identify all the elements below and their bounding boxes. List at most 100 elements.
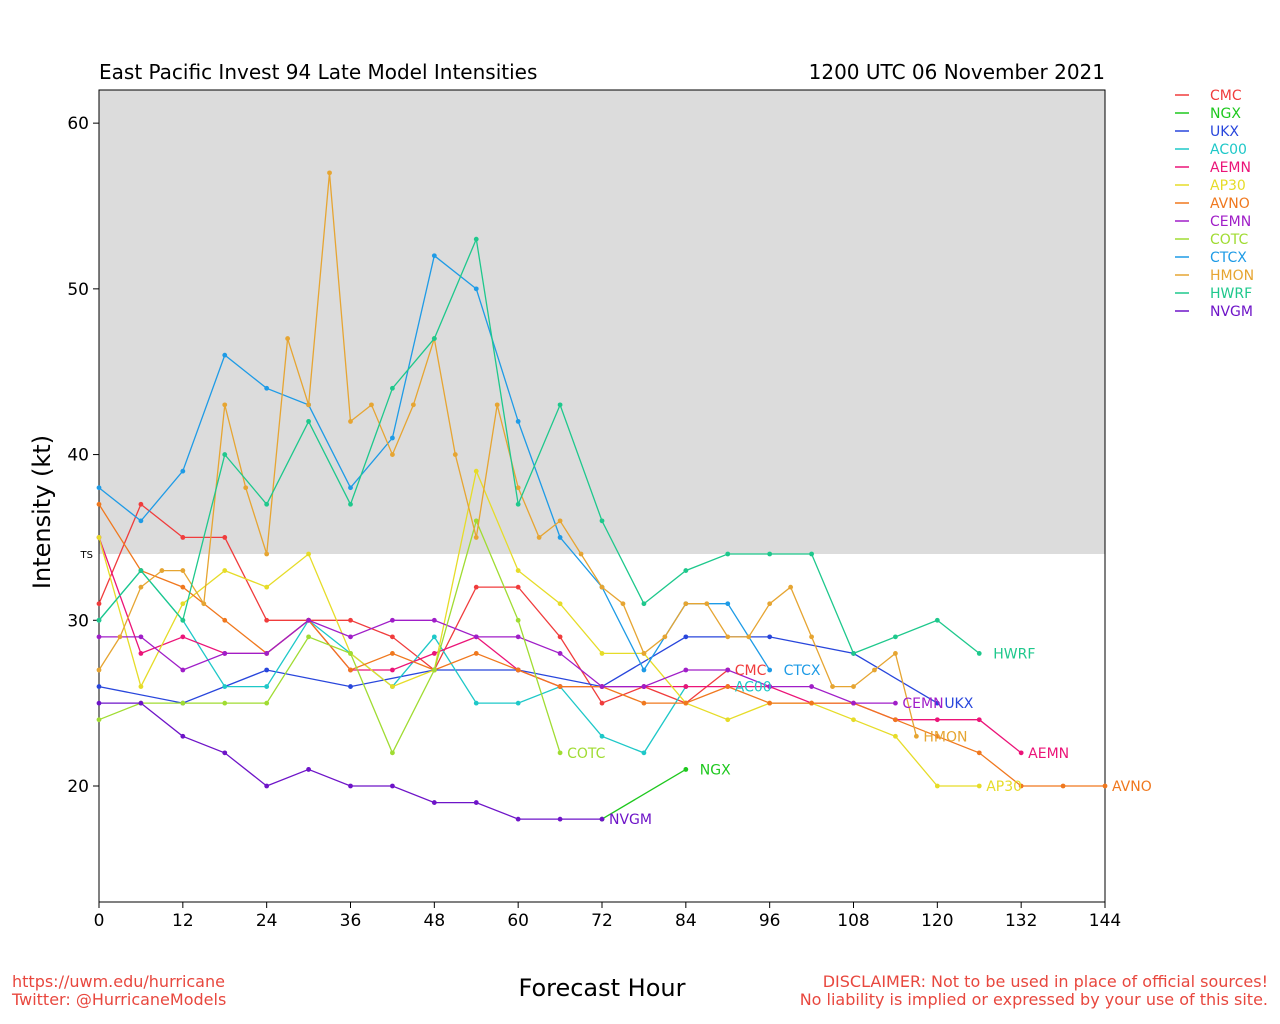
data-point	[348, 783, 353, 789]
legend-entry-aemn: AEMN	[1210, 160, 1251, 176]
data-point	[725, 551, 731, 557]
data-point	[473, 518, 479, 524]
data-point	[306, 402, 311, 408]
data-point	[96, 535, 102, 540]
legend-entry-cotc: COTC	[1210, 232, 1249, 248]
data-point	[934, 717, 940, 723]
data-point	[264, 667, 270, 673]
data-point	[96, 601, 102, 607]
data-point	[390, 617, 395, 623]
data-point	[767, 667, 773, 673]
data-point	[641, 667, 647, 673]
data-point	[222, 617, 228, 623]
series-end-label-aemn: AEMN	[1028, 746, 1069, 762]
data-point	[557, 402, 563, 408]
data-point	[893, 651, 898, 656]
data-point	[180, 468, 186, 474]
data-point	[264, 385, 270, 391]
website-link[interactable]: https://uwm.edu/hurricane	[12, 972, 225, 991]
y-axis-label: Intensity (kt)	[28, 435, 56, 589]
data-point	[180, 667, 186, 673]
x-tick-label: 144	[1089, 911, 1121, 931]
data-point	[1018, 750, 1024, 756]
series-line-hwrf	[98, 236, 980, 655]
data-point	[264, 617, 270, 623]
data-point	[473, 468, 479, 474]
data-point	[138, 684, 144, 689]
data-point	[893, 717, 898, 723]
chart-timestamp: 1200 UTC 06 November 2021	[809, 60, 1105, 84]
series-line-hmon	[98, 172, 918, 737]
x-tick-label: 120	[921, 911, 953, 931]
data-point	[515, 700, 521, 706]
x-tick-label: 72	[591, 911, 613, 931]
legend-entry-nvgm: NVGM	[1210, 304, 1253, 320]
data-point	[809, 684, 814, 689]
data-point	[599, 518, 605, 524]
data-point	[599, 651, 605, 656]
x-tick-label: 0	[94, 911, 105, 931]
series-ap30	[96, 468, 982, 789]
series-end-label-ap30: AP30	[986, 779, 1022, 795]
twitter-handle[interactable]: Twitter: @HurricaneModels	[12, 990, 227, 1009]
data-point	[515, 667, 521, 673]
y-tick-label: 20	[67, 777, 89, 797]
legend-entry-cmc: CMC	[1210, 88, 1242, 104]
data-point	[725, 717, 731, 723]
data-point	[599, 733, 605, 739]
data-point	[348, 667, 353, 673]
legend-entry-hmon: HMON	[1210, 268, 1254, 284]
data-point	[683, 634, 689, 640]
data-point	[222, 452, 228, 457]
x-tick-label: 96	[759, 911, 781, 931]
axes-layer: TS 0 12 24 36 48 60 72 84 96 108 120 132 144 20 30 40 50 6…	[67, 89, 1121, 931]
data-point	[1018, 783, 1024, 789]
data-point	[306, 617, 311, 623]
data-point	[662, 634, 668, 640]
x-tick-label: 132	[1005, 911, 1037, 931]
series-end-label-ctcx: CTCX	[784, 663, 821, 679]
data-point	[893, 634, 898, 640]
data-point	[809, 551, 814, 557]
legend-entry-hwrf: HWRF	[1210, 286, 1252, 302]
data-point	[243, 485, 249, 491]
data-point	[725, 684, 731, 689]
data-point	[96, 700, 102, 706]
data-point	[264, 551, 270, 557]
data-point	[976, 783, 982, 789]
data-point	[180, 733, 186, 739]
footer-links: https://uwm.edu/hurricane Twitter: @Hurr…	[12, 973, 226, 1009]
data-point	[473, 535, 479, 540]
data-point	[431, 651, 437, 656]
data-point	[725, 601, 731, 607]
data-point	[851, 717, 856, 723]
data-point	[138, 651, 144, 656]
data-point	[473, 584, 479, 590]
x-tick-label: 84	[675, 911, 697, 931]
data-point	[599, 684, 605, 689]
data-point	[893, 700, 898, 706]
data-point	[138, 584, 144, 590]
data-point	[390, 634, 395, 640]
data-point	[264, 651, 270, 656]
y-tick-label: 30	[67, 611, 89, 631]
disclaimer: DISCLAIMER: Not to be used in place of o…	[800, 973, 1268, 1009]
data-point	[473, 286, 479, 292]
data-point	[96, 684, 102, 689]
data-point	[536, 535, 542, 540]
data-point	[473, 800, 479, 805]
data-point	[683, 601, 689, 607]
data-point	[180, 535, 186, 540]
data-point	[976, 717, 982, 723]
data-point	[683, 767, 689, 772]
series-end-label-ukx: UKX	[944, 696, 973, 712]
data-point	[348, 684, 353, 689]
legend-entry-cemn: CEMN	[1210, 214, 1251, 230]
data-point	[683, 667, 689, 673]
data-point	[830, 684, 835, 689]
legend-entry-ngx: NGX	[1210, 106, 1241, 122]
data-point	[390, 435, 395, 441]
data-point	[557, 601, 563, 607]
y-tick-label: 60	[67, 114, 89, 134]
x-tick-label: 108	[837, 911, 869, 931]
